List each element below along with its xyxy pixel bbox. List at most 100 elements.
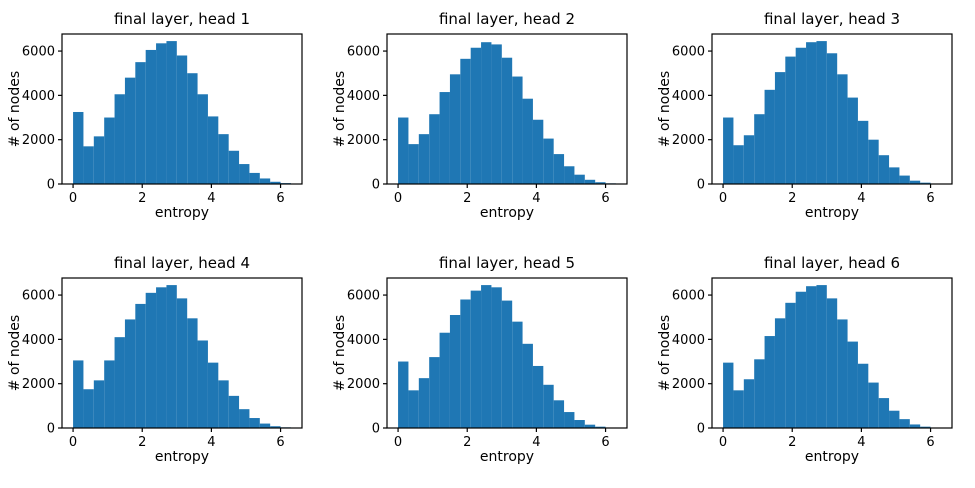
y-tick-label: 2000 <box>347 133 380 148</box>
histogram-bar <box>114 337 125 428</box>
x-tick-label: 0 <box>69 435 77 450</box>
histogram-bar <box>868 382 879 428</box>
histogram-bar <box>826 53 838 184</box>
histogram-bar <box>439 332 450 428</box>
histogram-bar <box>408 144 419 184</box>
histogram-bar <box>166 285 177 428</box>
y-tick-label: 6000 <box>347 45 380 60</box>
histogram-bar <box>816 41 827 185</box>
histogram-bar <box>166 41 177 185</box>
histogram-bar <box>259 178 271 184</box>
histogram-bar <box>733 390 744 428</box>
histogram-bar <box>418 134 430 184</box>
histogram-bar <box>754 359 765 428</box>
histogram-svg: 0 2 4 6 0 2000 4000 6000 <box>672 33 953 206</box>
x-axis-label: entropy <box>804 205 860 221</box>
histogram-bar <box>909 424 921 428</box>
x-tick-label: 6 <box>926 191 934 206</box>
histogram-bar <box>785 302 796 428</box>
x-tick-label: 4 <box>207 435 215 450</box>
histogram-bar <box>73 360 84 428</box>
histogram-canvas: 0 2 4 6 0 2000 4000 6000 <box>0 244 325 488</box>
y-tick-label: 0 <box>697 178 705 193</box>
histogram-bar <box>481 285 492 428</box>
histogram-bar <box>501 57 513 184</box>
histogram-bar <box>187 318 198 428</box>
histogram-bar <box>532 119 544 184</box>
x-tick-label: 0 <box>719 191 727 206</box>
x-axis-label: entropy <box>804 449 860 465</box>
histogram-bar <box>920 182 931 184</box>
histogram-bar <box>754 114 765 184</box>
x-tick-label: 2 <box>138 435 146 450</box>
histogram-bar <box>723 117 734 184</box>
plot-frame <box>61 277 303 429</box>
y-tick-label: 4000 <box>672 89 705 104</box>
x-axis-label: entropy <box>154 205 210 221</box>
histogram-bar <box>93 380 105 428</box>
subplot-final-layer-head-2: 0 2 4 6 0 2000 4000 6000 final layer, head 2 # … <box>325 0 650 244</box>
histogram-bar <box>522 98 533 184</box>
x-tick-label: 6 <box>276 191 284 206</box>
y-tick-label: 2000 <box>672 377 705 392</box>
histogram-bar <box>449 74 461 184</box>
y-tick-label: 0 <box>697 422 705 437</box>
histogram-bar <box>564 166 575 184</box>
y-axis-label: # of nodes <box>332 70 348 148</box>
histogram-bar <box>847 341 858 428</box>
subplot-final-layer-head-4: 0 2 4 6 0 2000 4000 6000 final layer, head 4 # … <box>0 244 325 488</box>
histogram-bar <box>176 55 188 184</box>
histogram-bar <box>418 378 430 428</box>
histogram-bar <box>228 395 240 428</box>
histogram-bar <box>218 380 229 428</box>
histogram-bar <box>920 426 931 428</box>
histogram-bar <box>826 298 838 428</box>
histogram-bar <box>429 114 440 184</box>
histogram-bar <box>197 94 208 184</box>
histogram-bar <box>239 409 250 428</box>
histogram-bar <box>584 179 596 184</box>
histogram-bar <box>470 290 482 428</box>
histogram-bar <box>795 291 807 428</box>
histogram-bar <box>764 89 775 184</box>
subplot-final-layer-head-1: 0 2 4 6 0 2000 4000 6000 final layer, head 1 # … <box>0 0 325 244</box>
histogram-svg: 0 2 4 6 0 2000 4000 6000 <box>347 33 628 206</box>
x-axis-label: entropy <box>479 449 535 465</box>
histogram-bar <box>512 321 523 428</box>
x-tick-label: 4 <box>857 191 865 206</box>
histogram-bar <box>532 365 544 428</box>
histogram-bar <box>574 174 585 184</box>
subplot-title: final layer, head 6 <box>763 254 900 272</box>
x-tick-label: 6 <box>276 435 284 450</box>
histogram-bar <box>249 172 260 184</box>
y-tick-label: 0 <box>47 422 55 437</box>
histogram-bar <box>83 146 94 184</box>
y-tick-label: 6000 <box>347 289 380 304</box>
histogram-bar <box>723 362 734 428</box>
histogram-bar <box>743 379 755 428</box>
x-tick-label: 2 <box>463 191 471 206</box>
histogram-bar <box>847 97 858 184</box>
y-axis-label: # of nodes <box>657 70 673 148</box>
histogram-bar <box>806 286 817 428</box>
histogram-bar <box>228 150 240 184</box>
histogram-bar <box>249 418 260 428</box>
x-tick-label: 4 <box>857 435 865 450</box>
y-tick-label: 0 <box>47 178 55 193</box>
histogram-bar <box>889 167 900 184</box>
histogram-svg: 0 2 4 6 0 2000 4000 6000 <box>347 277 628 450</box>
y-tick-label: 6000 <box>22 45 55 60</box>
histogram-bar <box>889 410 900 428</box>
y-tick-label: 4000 <box>22 333 55 348</box>
histogram-bar <box>481 42 492 185</box>
histogram-bar <box>124 77 136 184</box>
histogram-bar <box>584 424 596 428</box>
y-tick-label: 2000 <box>347 377 380 392</box>
histogram-bar <box>176 298 188 428</box>
subplot-final-layer-head-3: 0 2 4 6 0 2000 4000 6000 final layer, head 3 # … <box>650 0 975 244</box>
y-tick-label: 6000 <box>672 289 705 304</box>
x-tick-label: 0 <box>69 191 77 206</box>
histogram-bar <box>785 56 796 184</box>
y-axis-label: # of nodes <box>657 314 673 392</box>
histogram-bar <box>460 58 471 184</box>
